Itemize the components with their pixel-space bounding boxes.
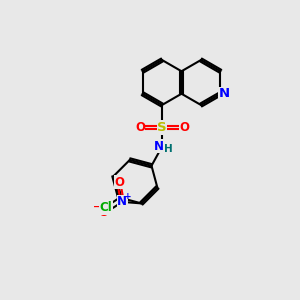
Text: O: O (135, 121, 145, 134)
Text: O: O (179, 121, 189, 134)
Text: N: N (153, 140, 164, 152)
Text: O: O (99, 206, 109, 218)
Text: N: N (117, 195, 127, 208)
Text: S: S (157, 121, 167, 134)
Text: Cl: Cl (100, 201, 112, 214)
Text: +: + (124, 192, 131, 201)
Text: −: − (93, 202, 101, 212)
Text: O: O (114, 176, 124, 188)
Text: H: H (164, 144, 173, 154)
Text: N: N (219, 87, 230, 100)
